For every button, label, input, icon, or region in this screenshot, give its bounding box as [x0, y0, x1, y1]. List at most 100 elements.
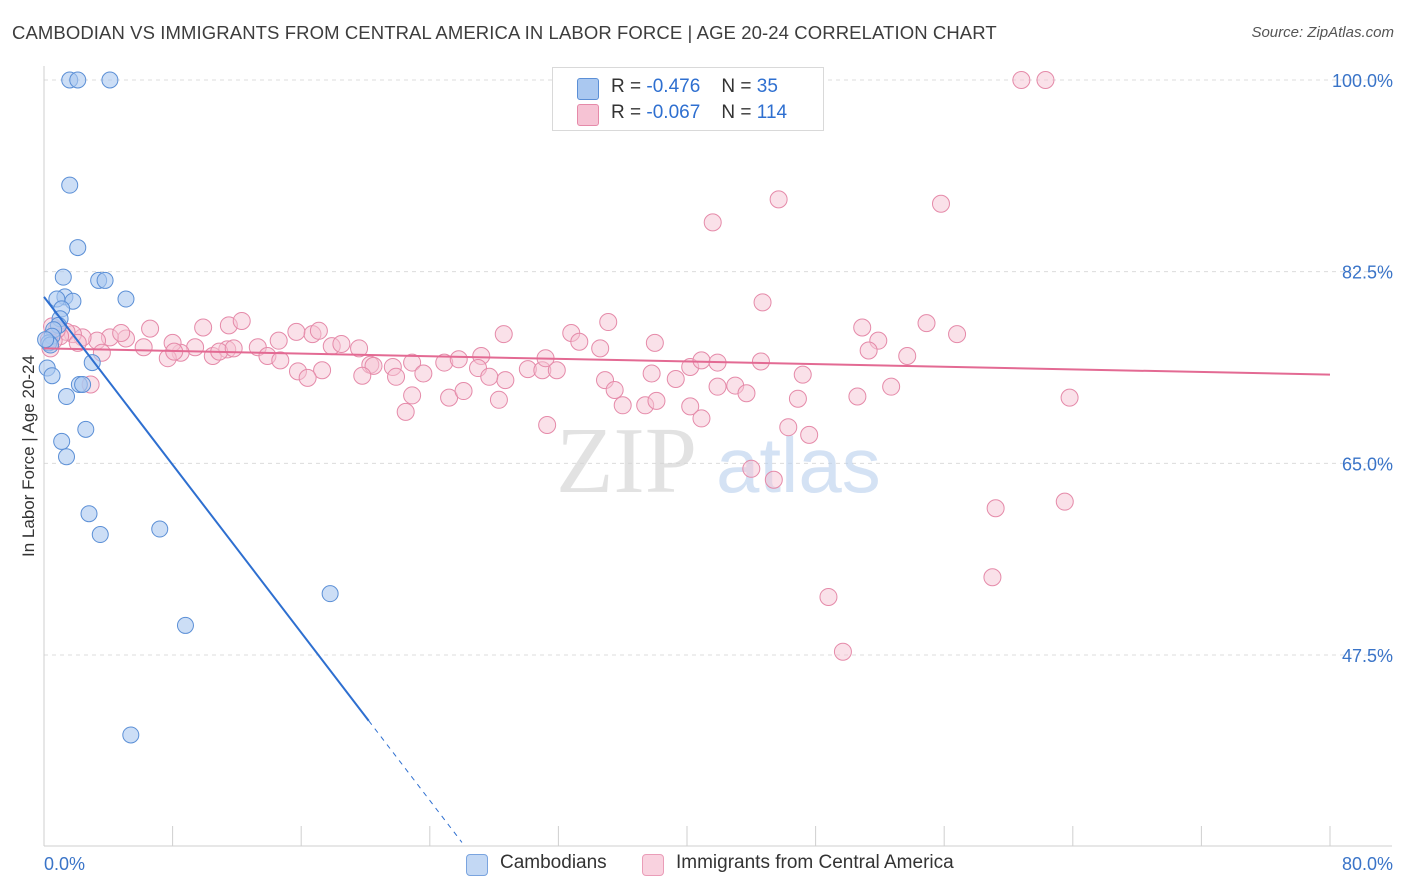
central-america-point	[494, 325, 513, 344]
n-label: N =	[721, 102, 752, 123]
central-america-point	[642, 364, 661, 383]
r-value: -0.476	[646, 76, 701, 97]
cambodians-point	[69, 71, 87, 89]
central-america-point	[666, 370, 685, 388]
central-america-point	[819, 587, 838, 606]
cambodians-swatch	[577, 78, 599, 100]
axes	[43, 66, 1392, 847]
r-label: R =	[611, 102, 642, 123]
central-america-point	[1036, 71, 1055, 89]
source-credit: Source: ZipAtlas.com	[1251, 24, 1394, 41]
central-america-point	[613, 396, 632, 415]
central-america-point	[859, 341, 878, 360]
tick-labels: 47.5% 65.0% 82.5% 100.0% 0.0% 80.0%	[44, 71, 1393, 874]
central-america-point	[931, 194, 950, 213]
central-america-point	[298, 368, 317, 387]
central-america-point	[141, 319, 160, 338]
central-america-point	[1012, 71, 1031, 89]
cambodians-point	[122, 726, 140, 744]
central-america-point	[753, 293, 772, 312]
cambodians-point	[321, 585, 339, 603]
n-value: 35	[756, 76, 778, 97]
cambodians-point	[96, 271, 114, 289]
y-tick-label: 82.5%	[1342, 263, 1393, 283]
central-america-point	[309, 321, 328, 340]
x-tick-label: 0.0%	[44, 854, 85, 874]
cambodians-point	[74, 375, 92, 393]
central-america-point	[692, 409, 711, 428]
central-america-point	[751, 352, 770, 371]
central-america-point	[948, 325, 967, 344]
central-america-point	[403, 353, 422, 372]
central-america-point	[853, 318, 872, 337]
central-america-point	[800, 425, 819, 444]
central-america-point	[387, 367, 406, 386]
central-america-point	[547, 361, 566, 380]
central-america-point	[134, 338, 153, 357]
central-america-point	[769, 190, 788, 209]
cambodians-point	[117, 290, 135, 308]
central-america-point	[708, 377, 727, 396]
cambodians-point	[53, 432, 71, 450]
trend-lines	[43, 296, 1331, 843]
central-america-point	[898, 347, 917, 365]
watermark: ZIP atlas	[556, 409, 881, 513]
central-america-point	[332, 334, 351, 353]
cambodians-legend-swatch	[466, 854, 488, 876]
central-america-point	[986, 499, 1005, 518]
central-america-point	[692, 351, 711, 370]
cambodians-point	[61, 176, 79, 194]
central-america-point	[793, 365, 812, 384]
central-america-point	[599, 313, 618, 332]
y-tick-label: 65.0%	[1342, 454, 1393, 474]
r-label: R =	[611, 76, 642, 97]
central-america-point	[224, 339, 243, 358]
central-america-point	[591, 339, 610, 358]
cambodians-point	[91, 526, 109, 544]
central-america-point	[449, 350, 468, 369]
stats-legend: R = -0.476 N = 35 R = -0.067 N = 114	[552, 67, 824, 131]
central-america-point	[742, 459, 761, 478]
central-america-point	[779, 418, 798, 437]
central-america-point	[350, 339, 369, 358]
cambodians-point	[43, 367, 61, 385]
cambodians-trend-line	[43, 296, 370, 722]
central-america-swatch	[577, 104, 599, 126]
y-tick-label: 100.0%	[1332, 71, 1393, 91]
central-america-point	[983, 568, 1002, 587]
legend-label: Immigrants from Central America	[676, 852, 954, 873]
central-america-point	[396, 402, 415, 421]
r-value: -0.067	[646, 102, 701, 123]
central-america-point	[480, 367, 499, 386]
central-america-point	[313, 361, 332, 380]
central-america-point	[454, 382, 473, 401]
central-america-point	[764, 470, 783, 489]
central-america-point	[403, 386, 422, 405]
cambodians-points	[37, 71, 339, 744]
central-america-point	[1060, 388, 1079, 407]
cambodians-point	[101, 71, 119, 89]
central-america-point	[287, 322, 306, 341]
central-america-point	[353, 366, 372, 385]
n-label: N =	[721, 76, 752, 97]
central-america-point	[496, 371, 515, 390]
central-america-point	[112, 324, 131, 342]
central-america-point	[737, 384, 756, 403]
watermark-zip: ZIP	[556, 409, 697, 513]
central-america-point	[271, 351, 290, 370]
cambodians-point	[37, 331, 55, 349]
central-america-trend-line	[43, 347, 1331, 376]
central-america-point	[647, 391, 666, 410]
cambodians-point	[151, 520, 169, 538]
cambodians-point	[80, 505, 98, 523]
central-america-point	[917, 314, 936, 333]
cambodians-trend-extension	[368, 720, 463, 843]
central-america-point	[570, 332, 589, 351]
central-america-point	[703, 213, 722, 232]
y-axis-title: In Labor Force | Age 20-24	[19, 355, 38, 557]
central-america-point	[194, 318, 213, 337]
legend-label: Cambodians	[500, 852, 607, 873]
central-america-point	[681, 397, 700, 416]
central-america-point	[232, 311, 251, 330]
central-america-point	[833, 642, 852, 661]
